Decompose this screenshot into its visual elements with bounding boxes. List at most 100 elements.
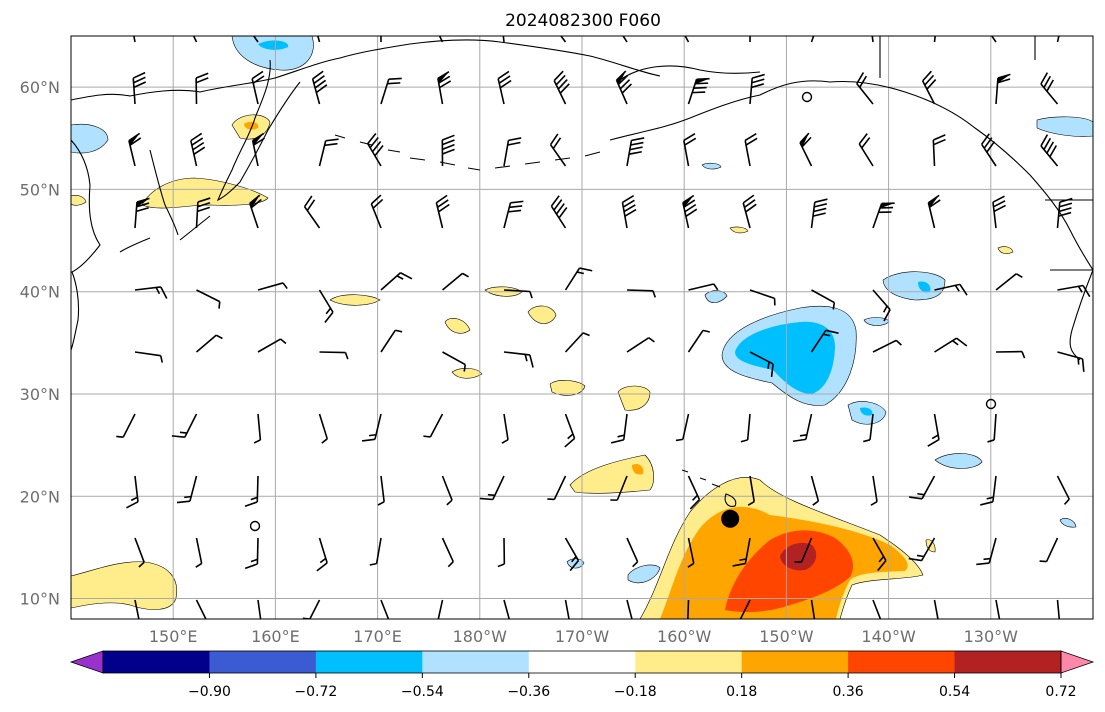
wind-barb bbox=[171, 413, 198, 439]
wind-barb bbox=[610, 413, 628, 444]
wind-barb bbox=[257, 282, 288, 291]
latitude-label: 20°N bbox=[20, 487, 60, 506]
latitude-labels: 10°N 20°N 30°N 40°N 50°N 60°N bbox=[20, 78, 60, 608]
wind-barb bbox=[810, 599, 816, 619]
wind-barb bbox=[872, 339, 902, 353]
wind-barb bbox=[621, 195, 637, 229]
wind-barb bbox=[501, 413, 509, 444]
wind-barb bbox=[176, 475, 198, 504]
wind-barb bbox=[980, 133, 997, 167]
wind-barb bbox=[749, 36, 751, 43]
longitude-label: 160°W bbox=[657, 627, 712, 646]
colorbar-swatch bbox=[741, 651, 849, 673]
negative-shading-small5 bbox=[701, 162, 722, 170]
coastline-aleutians bbox=[334, 134, 601, 171]
wind-barb bbox=[192, 36, 198, 43]
wind-barb bbox=[921, 70, 937, 105]
wind-barb bbox=[553, 70, 570, 105]
latitude-label: 30°N bbox=[20, 385, 60, 404]
wind-barb bbox=[257, 599, 262, 619]
negative-shading-small6 bbox=[1059, 518, 1077, 528]
wind-barb bbox=[503, 200, 524, 229]
wind-barb bbox=[682, 194, 698, 229]
wind-barb bbox=[687, 329, 710, 353]
wind-barb bbox=[810, 329, 839, 353]
wind-barb bbox=[934, 337, 968, 353]
wind-barb bbox=[927, 194, 941, 229]
colorbar-swatch bbox=[635, 651, 743, 673]
wind-barb bbox=[497, 70, 512, 105]
positive-shading-south-red bbox=[725, 530, 854, 613]
wind-barb bbox=[377, 475, 385, 506]
wind-barb bbox=[909, 475, 936, 500]
wind-barb bbox=[810, 198, 828, 229]
wind-barb bbox=[257, 338, 287, 353]
wind-barb bbox=[1040, 134, 1059, 167]
wind-barb bbox=[810, 475, 820, 506]
wind-barb bbox=[933, 36, 936, 43]
wind-barb bbox=[1056, 475, 1070, 505]
wind-barb bbox=[687, 599, 690, 619]
positive-shading-cell12 bbox=[71, 195, 87, 206]
colorbar-extend-high bbox=[1060, 650, 1095, 674]
wind-barb bbox=[134, 351, 164, 363]
negative-shading-mid-core bbox=[860, 407, 873, 416]
wind-barb bbox=[792, 413, 813, 443]
colorbar-swatch bbox=[315, 651, 423, 673]
wind-barb bbox=[564, 267, 593, 291]
wind-barb bbox=[318, 138, 339, 167]
wind-barb bbox=[687, 77, 710, 105]
wind-barb bbox=[423, 413, 444, 438]
wind-barb bbox=[319, 351, 349, 360]
longitude-label: 150°W bbox=[759, 627, 814, 646]
wind-barb bbox=[441, 134, 455, 167]
colorbar-label: −0.36 bbox=[507, 684, 550, 700]
wind-barb bbox=[479, 475, 505, 501]
latitude-label: 60°N bbox=[20, 78, 60, 97]
wind-barb bbox=[503, 289, 533, 299]
colorbar-swatch bbox=[848, 651, 956, 673]
positive-shading-cell6 bbox=[549, 380, 586, 396]
wind-barb bbox=[1056, 36, 1060, 43]
wind-barb bbox=[872, 202, 895, 229]
coastline-asia-east bbox=[71, 139, 101, 351]
storm-position-marker bbox=[721, 509, 740, 528]
wind-barb bbox=[626, 289, 657, 298]
calm-wind-circle bbox=[985, 398, 997, 410]
wind-barb bbox=[437, 599, 444, 619]
wind-barb bbox=[564, 332, 590, 353]
wind-barb bbox=[747, 475, 756, 506]
colorbar-swatch bbox=[528, 651, 636, 673]
wind-barb bbox=[503, 351, 534, 368]
wind-barb bbox=[995, 273, 1023, 291]
wind-barb bbox=[610, 475, 628, 501]
wind-barb bbox=[749, 351, 774, 377]
longitude-label: 130°W bbox=[964, 627, 1019, 646]
wind-barbs bbox=[116, 36, 1091, 619]
wind-barb bbox=[318, 413, 329, 444]
calm-wind-circle bbox=[249, 520, 261, 532]
coastline-kurils bbox=[119, 215, 211, 253]
wind-barb bbox=[134, 197, 150, 229]
wind-barb bbox=[995, 599, 1001, 619]
wind-barb bbox=[749, 73, 765, 105]
wind-barb bbox=[195, 334, 223, 353]
wind-barb bbox=[132, 71, 147, 105]
colorbar: −0.90 −0.72 −0.54 −0.36 −0.18 0.18 0.36 0.54 0.7… bbox=[69, 650, 1095, 700]
coastline-alaska-north bbox=[619, 65, 761, 81]
colorbar-label: 0.18 bbox=[726, 684, 757, 700]
longitude-label: 170°W bbox=[555, 627, 610, 646]
colorbar-swatch bbox=[209, 651, 317, 673]
wind-barb bbox=[244, 475, 259, 508]
wind-barb bbox=[990, 36, 997, 43]
colorbar-swatch bbox=[954, 651, 1062, 673]
wind-barb bbox=[1056, 197, 1073, 229]
wind-barb bbox=[987, 413, 997, 443]
wind-barb bbox=[318, 289, 334, 323]
wind-barb bbox=[442, 351, 467, 372]
coastline-hawaii bbox=[681, 469, 737, 507]
wind-barb bbox=[195, 197, 211, 229]
wind-barb bbox=[622, 36, 628, 43]
wind-barb bbox=[675, 413, 690, 442]
wind-barb bbox=[794, 537, 813, 563]
